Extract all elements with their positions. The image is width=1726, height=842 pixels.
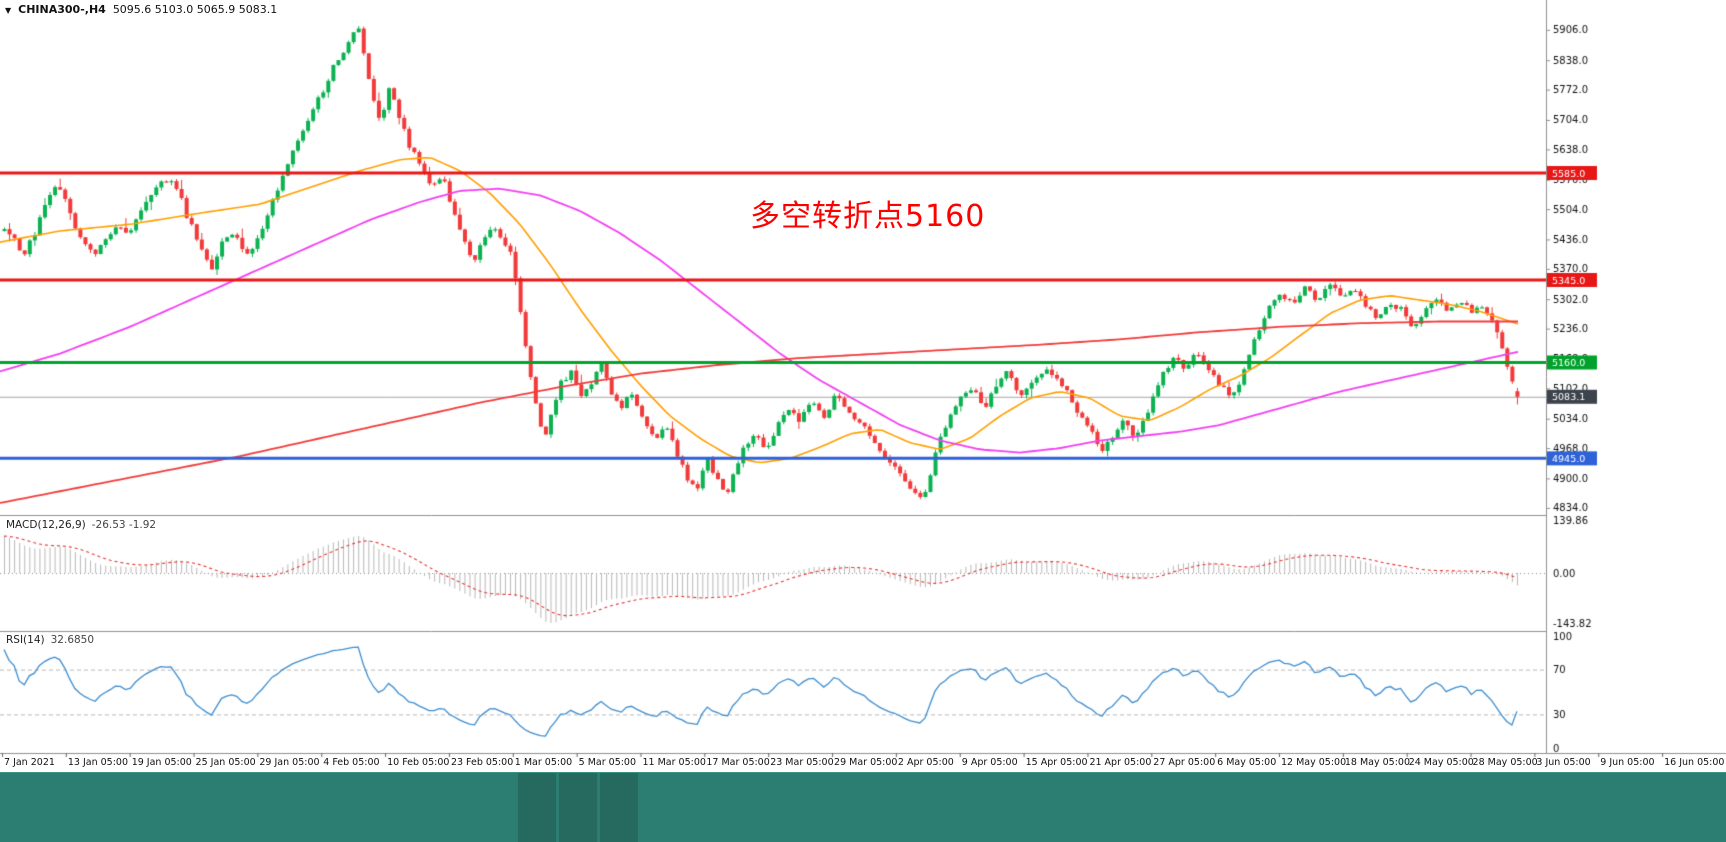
time-label: 11 Mar 05:00 <box>642 757 706 768</box>
time-label: 29 Jan 05:00 <box>259 757 320 768</box>
time-label: 23 Feb 05:00 <box>450 757 514 768</box>
time-label: 12 May 05:00 <box>1281 757 1347 768</box>
taskbar-segment[interactable] <box>518 773 556 842</box>
macd-indicator-header: MACD(12,26,9) -26.53 -1.92 <box>6 519 156 531</box>
time-label: 27 Apr 05:00 <box>1153 757 1216 768</box>
symbol-dropdown-icon[interactable]: ▼ <box>5 6 12 15</box>
taskbar-segment[interactable] <box>559 773 597 842</box>
time-axis: 7 Jan 2021 13 Jan 05:00 19 Jan 05:00 25 Jan… <box>0 757 1726 772</box>
time-label: 13 Jan 05:00 <box>67 757 128 768</box>
time-label: 16 Jun 05:00 <box>1664 757 1725 768</box>
time-label: 5 Mar 05:00 <box>578 757 637 768</box>
time-label: 4 Feb 05:00 <box>323 757 380 768</box>
time-label: 2 Apr 05:00 <box>897 757 954 768</box>
time-label: 17 Mar 05:00 <box>706 757 770 768</box>
rsi-label: RSI(14) <box>6 634 45 646</box>
rsi-indicator-header: RSI(14) 32.6850 <box>6 634 94 646</box>
annotation-text: 多空转折点5160 <box>750 199 986 234</box>
time-label: 9 Jun 05:00 <box>1600 757 1655 768</box>
time-label: 25 Jan 05:00 <box>195 757 256 768</box>
time-label: 1 Mar 05:00 <box>514 757 573 768</box>
macd-values: -26.53 -1.92 <box>91 519 157 531</box>
time-label: 3 Jun 05:00 <box>1536 757 1591 768</box>
time-label: 15 Apr 05:00 <box>1025 757 1088 768</box>
time-label: 18 May 05:00 <box>1344 757 1410 768</box>
time-label: 21 Apr 05:00 <box>1089 757 1152 768</box>
chart-title: ▼ CHINA300-,H4 5095.6 5103.0 5065.9 5083… <box>5 3 277 16</box>
time-label: 10 Feb 05:00 <box>387 757 450 768</box>
time-label: 7 Jan 2021 <box>4 757 55 768</box>
taskbar-segment[interactable] <box>600 773 638 842</box>
rsi-value: 32.6850 <box>50 634 95 646</box>
chart-canvas[interactable] <box>0 0 1726 772</box>
taskbar <box>0 772 1726 842</box>
time-label: 6 May 05:00 <box>1217 757 1277 768</box>
time-label: 9 Apr 05:00 <box>961 757 1018 768</box>
time-label: 29 Mar 05:00 <box>834 757 898 768</box>
time-label: 19 Jan 05:00 <box>131 757 192 768</box>
time-label: 28 May 05:00 <box>1472 757 1538 768</box>
chart-ohlc-values: 5095.6 5103.0 5065.9 5083.1 <box>112 3 278 16</box>
macd-label: MACD(12,26,9) <box>6 519 86 531</box>
chart-symbol-label: CHINA300-,H4 <box>18 3 106 16</box>
time-label: 23 Mar 05:00 <box>770 757 834 768</box>
time-label: 24 May 05:00 <box>1408 757 1474 768</box>
